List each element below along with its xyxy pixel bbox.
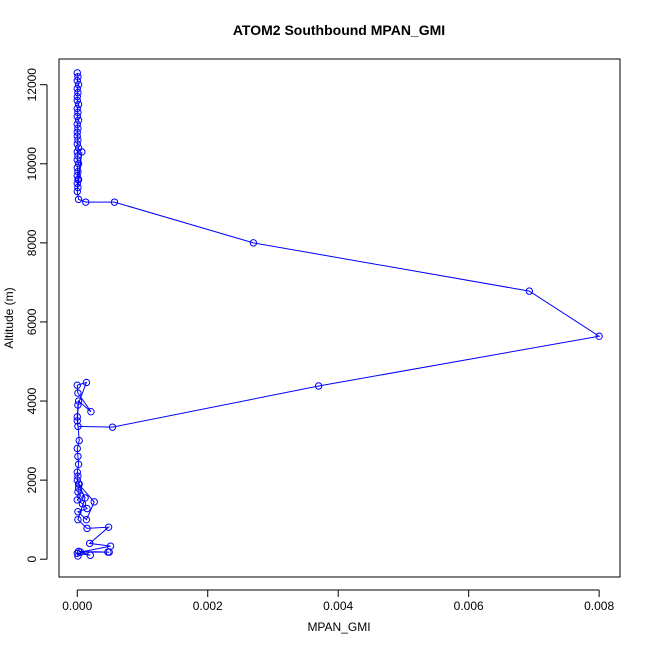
x-axis: 0.000 0.002 0.004 0.006 0.008 bbox=[62, 589, 614, 613]
data-point bbox=[110, 198, 119, 206]
data-point bbox=[74, 88, 82, 97]
data-point bbox=[108, 423, 117, 431]
data-point bbox=[525, 287, 534, 295]
y-tick-label: 4000 bbox=[25, 387, 39, 414]
data-point bbox=[83, 524, 91, 533]
data-point bbox=[74, 160, 83, 168]
data-point bbox=[74, 547, 83, 555]
data-point bbox=[74, 480, 83, 488]
data-point bbox=[73, 164, 81, 172]
y-tick-label: 0 bbox=[25, 556, 39, 563]
x-tick-label: 0.008 bbox=[584, 599, 614, 613]
data-point bbox=[104, 523, 113, 531]
x-axis-label: MPAN_GMI bbox=[307, 620, 370, 634]
data-point bbox=[595, 332, 603, 340]
data-point bbox=[73, 171, 81, 180]
data-point bbox=[74, 552, 82, 560]
data-point bbox=[74, 100, 83, 109]
data-point bbox=[73, 148, 81, 156]
data-point bbox=[73, 413, 81, 421]
data-point bbox=[73, 187, 81, 196]
x-tick-label: 0.002 bbox=[193, 599, 223, 613]
data-point bbox=[74, 73, 82, 81]
data-point bbox=[73, 468, 81, 476]
data-point bbox=[74, 167, 82, 176]
y-tick-label: 12000 bbox=[25, 68, 39, 102]
data-point bbox=[74, 422, 82, 431]
data-point bbox=[74, 401, 82, 409]
data-point bbox=[90, 498, 98, 506]
data-point bbox=[73, 84, 81, 93]
data-point bbox=[73, 96, 81, 105]
data-point bbox=[78, 148, 86, 156]
data-point bbox=[73, 179, 81, 188]
data-point bbox=[74, 108, 82, 117]
x-tick-label: 0.000 bbox=[62, 599, 92, 613]
data-point bbox=[74, 124, 82, 132]
data-point bbox=[73, 417, 81, 425]
data-point bbox=[74, 488, 82, 496]
data-point bbox=[74, 175, 82, 184]
series-line bbox=[76, 72, 601, 557]
series-lines bbox=[76, 72, 601, 557]
data-point bbox=[75, 436, 83, 445]
data-point bbox=[87, 408, 95, 416]
data-point bbox=[74, 397, 83, 405]
x-tick-label: 0.006 bbox=[454, 599, 484, 613]
data-point bbox=[74, 183, 82, 192]
data-point bbox=[74, 81, 83, 89]
data-point bbox=[74, 460, 83, 469]
y-tick-label: 10000 bbox=[25, 147, 39, 181]
data-point bbox=[74, 515, 82, 524]
y-tick-label: 6000 bbox=[25, 308, 39, 335]
data-point bbox=[82, 198, 90, 206]
data-point bbox=[82, 515, 91, 524]
data-point bbox=[74, 472, 82, 480]
data-point bbox=[73, 381, 81, 389]
data-point bbox=[74, 389, 82, 397]
data-point bbox=[73, 476, 81, 484]
data-point bbox=[74, 508, 82, 516]
data-point bbox=[82, 378, 91, 387]
data-point bbox=[74, 152, 82, 160]
data-point bbox=[73, 112, 81, 121]
chart-title: ATOM2 Southbound MPAN_GMI bbox=[233, 22, 445, 38]
data-point bbox=[74, 116, 83, 124]
data-point bbox=[83, 504, 91, 513]
data-point bbox=[73, 549, 81, 557]
data-point bbox=[104, 548, 112, 556]
y-tick-label: 8000 bbox=[25, 229, 39, 256]
data-point bbox=[73, 77, 81, 85]
data-point bbox=[249, 239, 258, 247]
data-point bbox=[73, 120, 81, 128]
data-point bbox=[73, 132, 81, 140]
data-point bbox=[73, 496, 81, 504]
data-point bbox=[74, 484, 83, 492]
data-point bbox=[73, 104, 81, 113]
data-point bbox=[74, 136, 82, 144]
y-tick-label: 2000 bbox=[25, 466, 39, 493]
data-point bbox=[73, 128, 81, 136]
x-tick-label: 0.004 bbox=[323, 599, 353, 613]
data-point bbox=[81, 494, 89, 502]
data-point bbox=[73, 140, 81, 148]
data-point bbox=[73, 92, 81, 101]
plot-frame bbox=[58, 58, 621, 578]
data-point bbox=[314, 382, 323, 390]
data-point bbox=[73, 444, 81, 453]
y-axis: 0 2000 4000 6000 8000 10000 12000 bbox=[25, 68, 48, 563]
data-point bbox=[74, 195, 83, 204]
data-point bbox=[86, 551, 95, 559]
series-points bbox=[73, 69, 603, 560]
data-point bbox=[74, 452, 82, 461]
y-axis-label: Altitude (m) bbox=[2, 287, 16, 348]
data-point bbox=[85, 539, 94, 548]
data-point bbox=[78, 500, 87, 508]
data-point bbox=[73, 156, 81, 164]
data-point bbox=[73, 69, 81, 77]
